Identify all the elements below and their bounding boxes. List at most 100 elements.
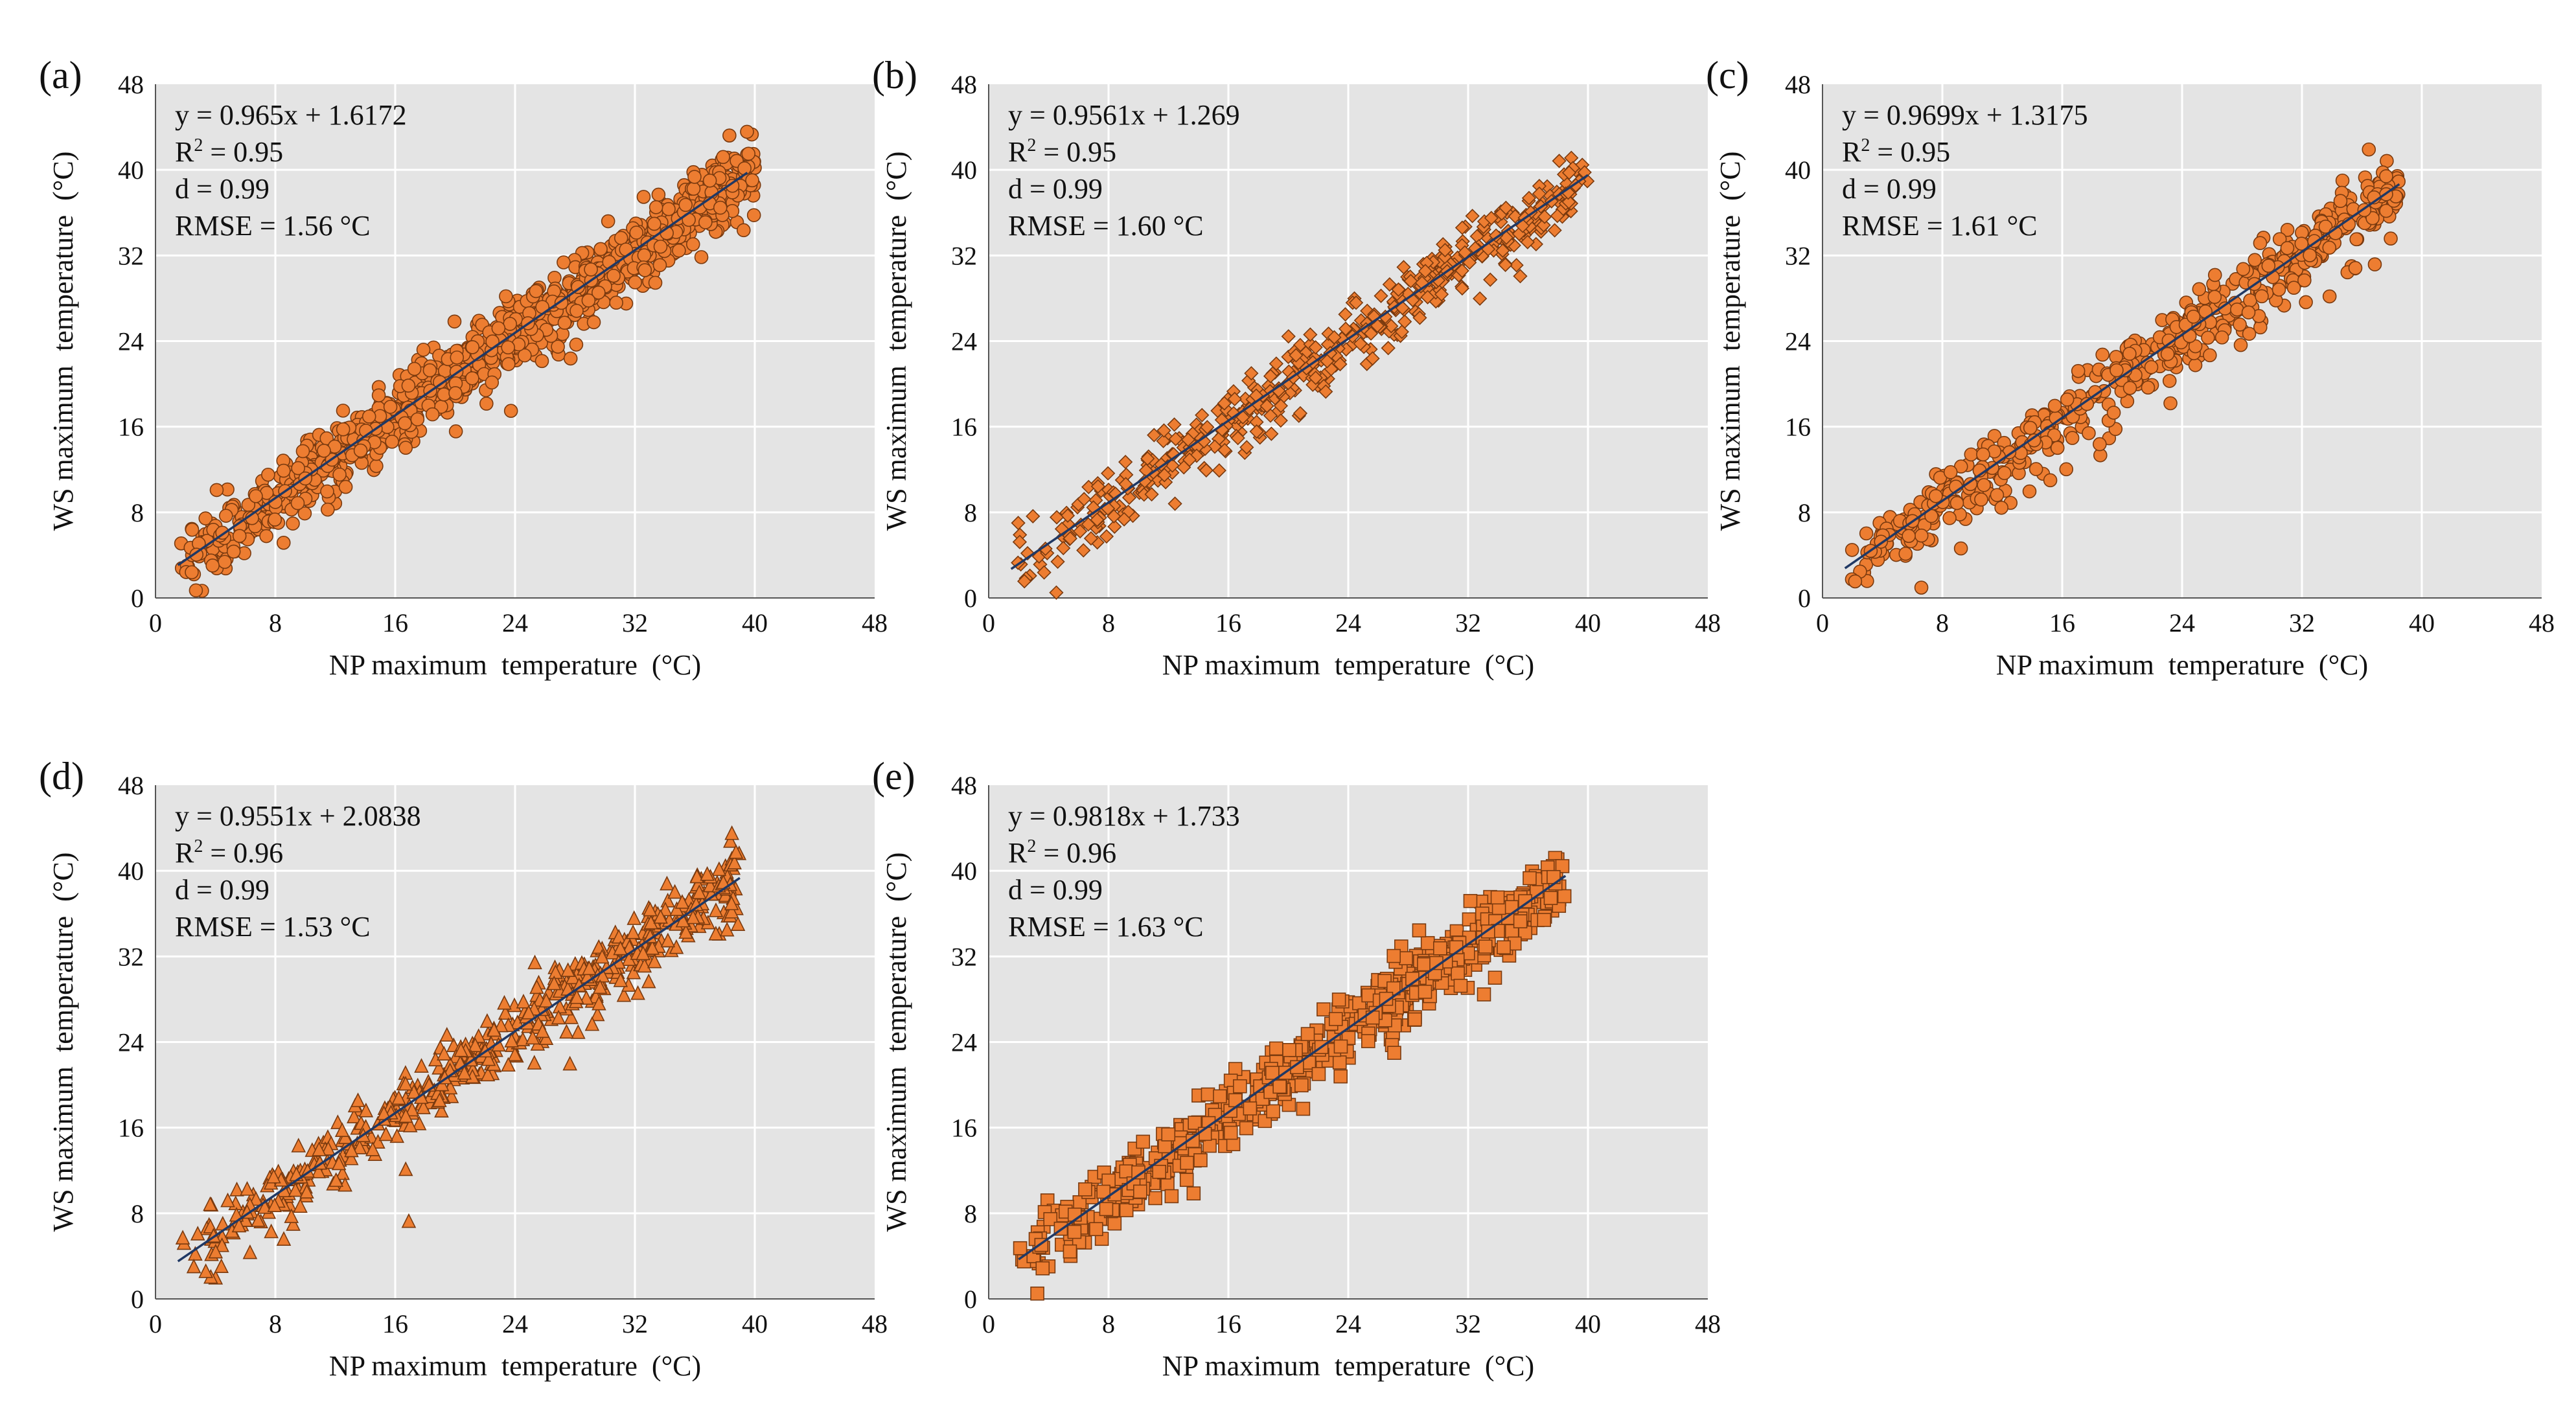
data-point (1495, 243, 1510, 258)
y-tick-label: 48 (1785, 70, 1811, 99)
y-axis-title: WS maximum temperature (°C) (47, 853, 79, 1232)
data-point (2318, 220, 2333, 234)
data-point (1233, 1079, 1247, 1094)
data-point (2087, 385, 2102, 400)
data-point (1943, 465, 1958, 479)
x-tick-label: 40 (1575, 1309, 1601, 1338)
data-point (1483, 272, 1498, 287)
data-point (205, 558, 220, 573)
data-point (448, 424, 463, 439)
x-tick-label: 32 (2289, 608, 2315, 637)
data-point (1338, 321, 1353, 336)
panel-label: (a) (39, 54, 82, 97)
data-point (276, 536, 291, 550)
x-tick-label: 48 (2529, 608, 2555, 637)
data-point (1144, 487, 1159, 502)
data-point (437, 1046, 452, 1061)
data-point (299, 1184, 314, 1199)
data-point (521, 1004, 536, 1020)
y-axis-title: WS maximum temperature (°C) (880, 853, 912, 1232)
data-point (1467, 241, 1483, 256)
data-point (1201, 1087, 1215, 1102)
y-tick-label: 8 (964, 498, 977, 527)
data-point (481, 1051, 496, 1066)
data-point (2380, 154, 2394, 168)
data-point (266, 1169, 281, 1184)
data-point (1090, 479, 1105, 494)
data-point (1518, 894, 1532, 908)
data-point (1063, 1244, 1077, 1259)
r-squared-text: R2 = 0.96 (175, 836, 283, 869)
data-point (630, 985, 645, 1000)
data-point (2029, 462, 2043, 476)
data-point (1513, 914, 1528, 928)
data-point (1249, 424, 1264, 439)
data-point (218, 555, 232, 569)
y-tick-label: 32 (951, 942, 977, 971)
data-point (1374, 288, 1388, 303)
data-point (551, 1009, 566, 1025)
data-point (1294, 1078, 1309, 1093)
data-point (249, 489, 263, 503)
data-point (1303, 327, 1318, 342)
d-index-text: d = 0.99 (1008, 173, 1103, 205)
data-point (1412, 310, 1427, 325)
data-point (2122, 381, 2137, 395)
data-point (1099, 529, 1114, 544)
data-point (1212, 463, 1226, 478)
data-point (672, 243, 686, 258)
data-point (499, 289, 513, 304)
data-point (336, 404, 351, 418)
data-point (494, 1017, 509, 1033)
data-point (708, 926, 724, 941)
data-point (1239, 1121, 1254, 1136)
y-tick-label: 32 (1785, 241, 1811, 270)
data-point (2261, 258, 2276, 273)
data-point (1537, 913, 1552, 927)
data-point (457, 1064, 472, 1080)
y-tick-label: 0 (1798, 584, 1811, 613)
data-point (698, 215, 713, 229)
data-point (1217, 442, 1232, 457)
data-point (1166, 447, 1181, 462)
data-point (1508, 209, 1523, 224)
data-point (338, 1129, 353, 1144)
data-point (1550, 209, 1565, 224)
data-point (1317, 1002, 1331, 1016)
data-point (515, 1031, 531, 1046)
data-point (208, 1243, 224, 1259)
trendline (177, 877, 741, 1263)
data-point (628, 275, 643, 290)
data-point (264, 1223, 279, 1239)
regression-equation: y = 0.9561x + 1.269 (1008, 99, 1240, 131)
data-point (1333, 1039, 1348, 1054)
data-point (1116, 512, 1132, 527)
data-point (468, 1037, 483, 1052)
data-point (626, 964, 641, 980)
x-tick-label: 0 (1816, 608, 1829, 637)
data-point (1473, 291, 1488, 306)
data-point (1488, 970, 1502, 985)
y-tick-label: 8 (131, 498, 144, 527)
data-point (320, 484, 334, 499)
data-point (582, 960, 597, 976)
data-point (1244, 366, 1259, 381)
data-point (1417, 957, 1431, 972)
data-point (1167, 417, 1182, 432)
data-point (1386, 948, 1401, 963)
data-point (1949, 496, 1964, 510)
data-point (660, 875, 674, 891)
data-point (1308, 371, 1323, 385)
data-point (1179, 1173, 1194, 1187)
data-point (1012, 534, 1028, 549)
data-point (2203, 348, 2217, 363)
data-point (334, 1122, 350, 1137)
data-point (425, 407, 440, 422)
data-point (2299, 295, 2313, 310)
data-point (437, 387, 452, 402)
y-tick-label: 32 (118, 942, 144, 971)
panel-b: 0 8 16 24 32 40 48 0 8 16 24 32 40 48 NP maximum tempe… (872, 54, 1721, 681)
data-point (422, 363, 437, 378)
data-point (501, 1057, 516, 1072)
data-point (297, 506, 312, 521)
